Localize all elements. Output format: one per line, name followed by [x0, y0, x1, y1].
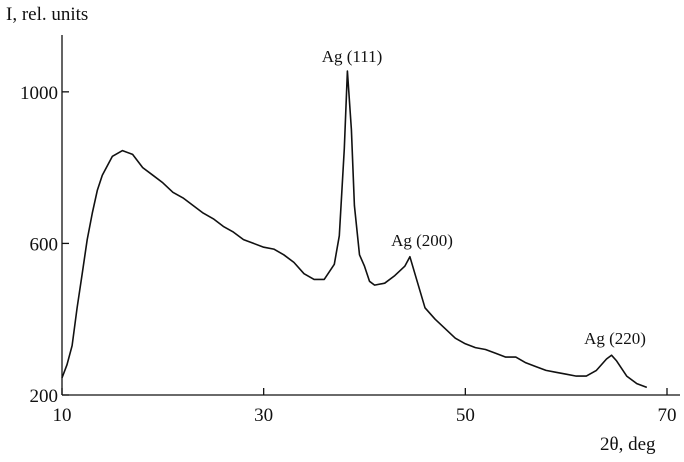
y-tick-label: 200: [30, 386, 59, 407]
x-tick-label: 70: [658, 405, 677, 426]
peak-annotation: Ag (220): [584, 329, 646, 348]
x-tick-label: 50: [456, 405, 475, 426]
peak-annotation: Ag (200): [391, 231, 453, 250]
x-tick-label: 30: [254, 405, 273, 426]
y-tick-label: 600: [30, 234, 59, 255]
y-axis-label: I, rel. units: [6, 4, 88, 25]
x-axis-label: 2θ, deg: [600, 434, 656, 455]
data-line: [61, 70, 648, 389]
y-tick-label: 1000: [20, 83, 58, 104]
x-tick-label: 10: [53, 405, 72, 426]
peak-annotation: Ag (111): [322, 47, 383, 66]
